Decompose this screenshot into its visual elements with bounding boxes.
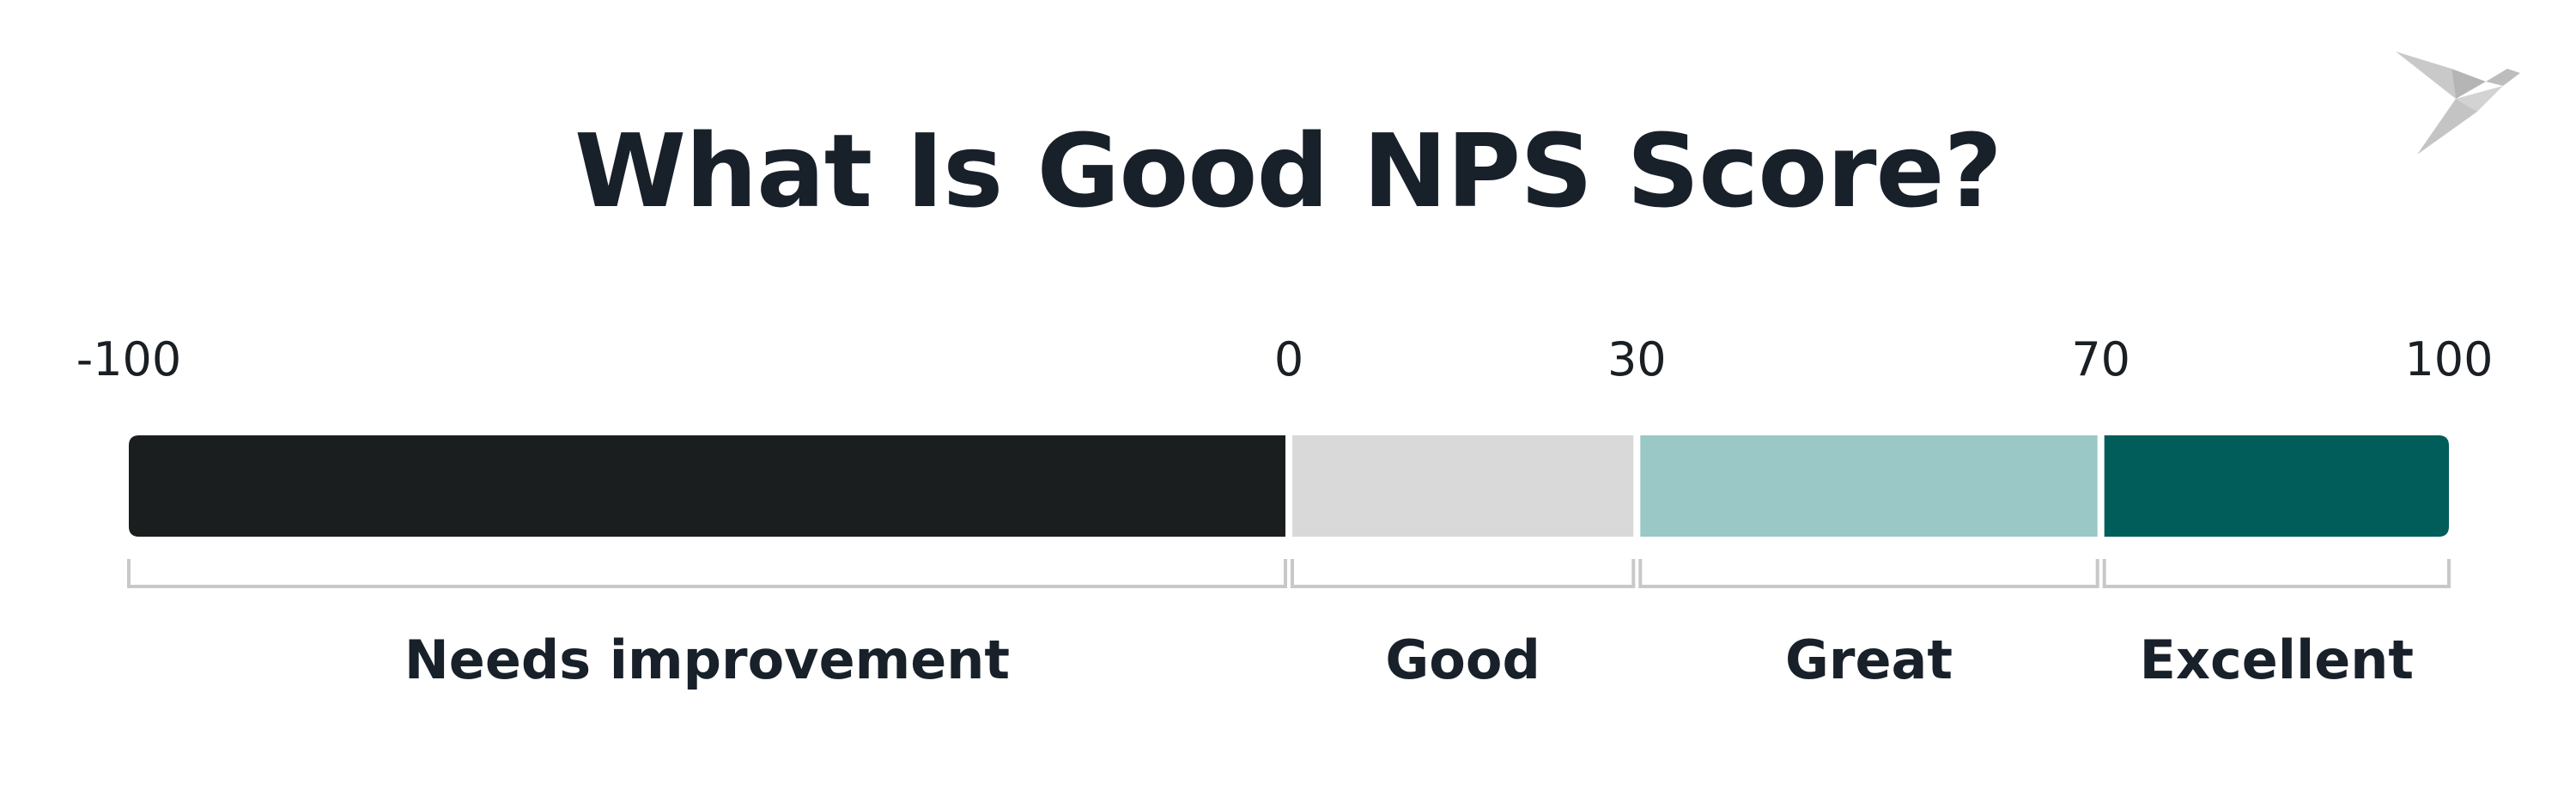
segment-label: Good	[1385, 629, 1540, 691]
page-title: What Is Good NPS Score?	[574, 112, 2002, 230]
segment-bar-great	[1640, 435, 2098, 537]
segment-bracket	[1291, 559, 1636, 588]
segment-label: Great	[1785, 629, 1953, 691]
segment-bar-excellent	[2104, 435, 2449, 537]
origami-bird-icon	[2396, 52, 2520, 155]
segment-bracket	[127, 559, 1287, 588]
segment-bar-needs-improvement	[129, 435, 1285, 537]
tick-label: 0	[1274, 332, 1303, 386]
segment-label: Needs improvement	[404, 629, 1010, 691]
segment-label: Excellent	[2140, 629, 2414, 691]
tick-label: 100	[2404, 332, 2493, 386]
segment-bar-good	[1292, 435, 1634, 537]
segment-bracket	[2102, 559, 2451, 588]
tick-label: 70	[2071, 332, 2130, 386]
segment-bracket	[1638, 559, 2099, 588]
tick-label: 30	[1607, 332, 1667, 386]
nps-scale-chart: -100 0 30 70 100 Needs improvement Good Great E…	[76, 332, 2494, 691]
tick-label: -100	[76, 332, 182, 386]
